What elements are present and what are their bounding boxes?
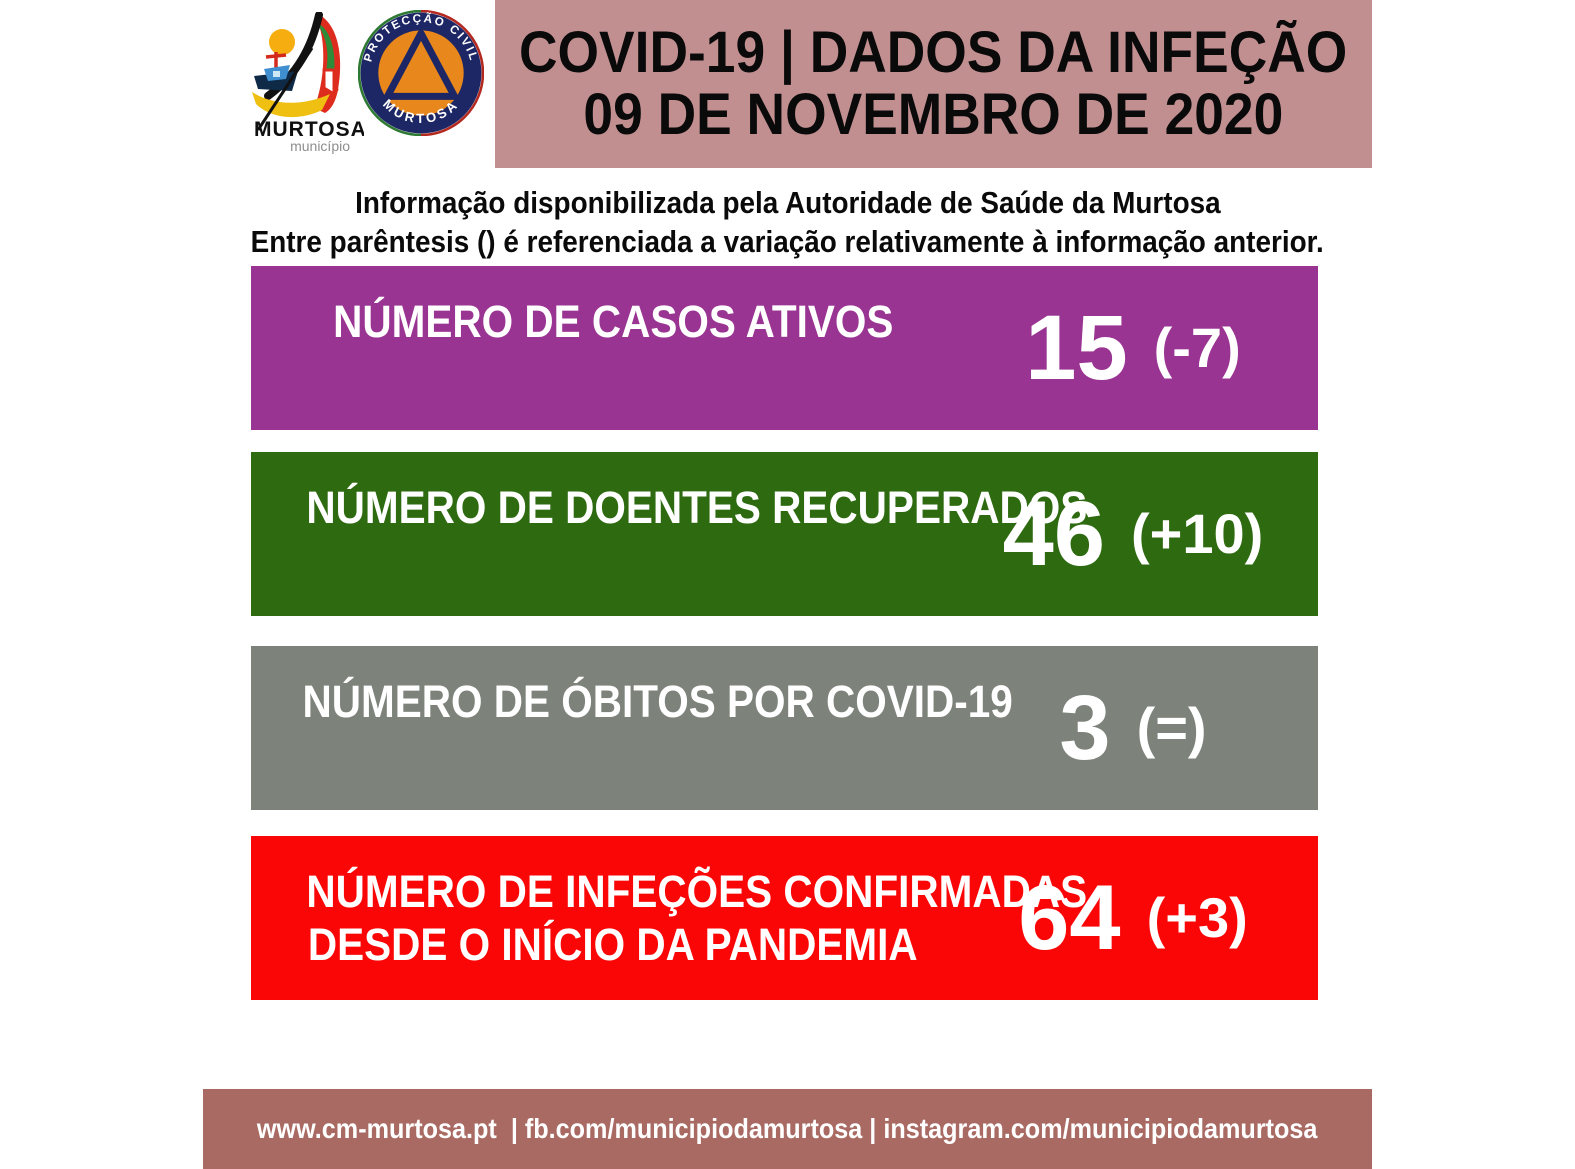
murtosa-municipio-logo: MURTOSA município [252, 12, 364, 154]
boat-window [273, 71, 280, 77]
stat-label-text: NÚMERO DE INFEÇÕES CONFIRMADAS [306, 866, 1088, 917]
oar-line [256, 47, 314, 131]
stat-label-line: DESDE O INÍCIO DA PANDEMIA [263, 918, 963, 971]
intro-line1: Informação disponibilizada pela Autorida… [0, 183, 1575, 222]
protecao-civil-logo: PROTECÇÃO CIVIL MURTOSA [358, 10, 484, 136]
page-title-line1: COVID-19 | DADOS DA INFEÇÃO [483, 22, 1383, 84]
intro-note: Informação disponibilizada pela Autorida… [0, 183, 1575, 261]
stat-value: 15 (-7) [968, 266, 1298, 430]
page-title-line2: 09 DE NOVEMBRO DE 2020 [553, 84, 1314, 146]
stat-variation: (-7) [1153, 316, 1241, 379]
stat-label-text: DESDE O INÍCIO DA PANDEMIA [308, 919, 918, 970]
civil-protection-triangle-icon [383, 29, 459, 100]
stat-label-line: NÚMERO DE INFEÇÕES CONFIRMADAS [263, 865, 1087, 918]
ring-red-half [420, 10, 484, 136]
stat-bar-casos-ativos: NÚMERO DE CASOS ATIVOS 15 (-7) [251, 266, 1318, 430]
municipio-logo-title: MURTOSA [254, 118, 364, 141]
stat-variation: (=) [1136, 696, 1207, 759]
intro-line1-text: Informação disponibilizada pela Autorida… [354, 185, 1221, 220]
stat-label: NÚMERO DE ÓBITOS POR COVID-19 [263, 646, 1012, 810]
stat-label-line [263, 534, 963, 587]
boat-mast-cross [265, 53, 287, 59]
municipio-logo-subtitle: município [290, 138, 350, 154]
stat-label-text: NÚMERO DE ÓBITOS POR COVID-19 [302, 676, 1013, 727]
stat-bar-doentes-recuperados: NÚMERO DE DOENTES RECUPERADOS 46 (+10) [251, 452, 1318, 616]
stat-label: NÚMERO DE DOENTES RECUPERADOS [263, 452, 1087, 616]
stat-value: 64 (+3) [968, 836, 1298, 1000]
stat-label: NÚMERO DE CASOS ATIVOS [263, 266, 963, 430]
stat-variation: (+10) [1131, 502, 1264, 565]
stat-value: 3 (=) [968, 646, 1298, 810]
stat-number: 15 [1025, 297, 1128, 399]
stat-label-line [263, 348, 963, 401]
stat-label-line: NÚMERO DE DOENTES RECUPERADOS [263, 481, 1087, 534]
sun-icon [269, 29, 295, 55]
stat-number: 46 [1002, 483, 1106, 585]
page-title-line2-text: 09 DE NOVEMBRO DE 2020 [583, 82, 1284, 147]
stat-bar-infecoes-confirmadas: NÚMERO DE INFEÇÕES CONFIRMADAS DESDE O I… [251, 836, 1318, 1000]
ring-green-half [358, 10, 422, 136]
footer-bar: www.cm-murtosa.pt | fb.com/municipiodamu… [203, 1089, 1372, 1169]
footer-links-text: www.cm-murtosa.pt | fb.com/municipiodamu… [257, 1113, 1318, 1144]
page-title-line1-text: COVID-19 | DADOS DA INFEÇÃO [519, 20, 1348, 85]
stat-label-text: NÚMERO DE DOENTES RECUPERADOS [306, 482, 1088, 533]
stat-label-text: NÚMERO DE CASOS ATIVOS [332, 296, 894, 347]
stat-number: 3 [1059, 677, 1111, 779]
stat-value: 46 (+10) [968, 452, 1298, 616]
stat-label-line: NÚMERO DE ÓBITOS POR COVID-19 [263, 675, 1012, 728]
stat-variation: (+3) [1146, 886, 1248, 949]
stat-number: 64 [1018, 867, 1121, 969]
sail-detail-shape [322, 68, 336, 97]
stat-bar-obitos: NÚMERO DE ÓBITOS POR COVID-19 3 (=) [251, 646, 1318, 810]
red-hull-tip [325, 89, 339, 112]
stat-label: NÚMERO DE INFEÇÕES CONFIRMADAS DESDE O I… [263, 836, 1087, 1000]
stat-label-line: NÚMERO DE CASOS ATIVOS [263, 295, 963, 348]
logo-group: MURTOSA município PROTECÇÃO CIVIL MURTOS… [246, 8, 486, 158]
intro-line2-text: Entre parêntesis () é referenciada a var… [250, 224, 1325, 259]
title-banner: COVID-19 | DADOS DA INFEÇÃO 09 DE NOVEMB… [495, 0, 1372, 168]
intro-line2: Entre parêntesis () é referenciada a var… [0, 222, 1575, 261]
stat-label-line [263, 728, 963, 781]
